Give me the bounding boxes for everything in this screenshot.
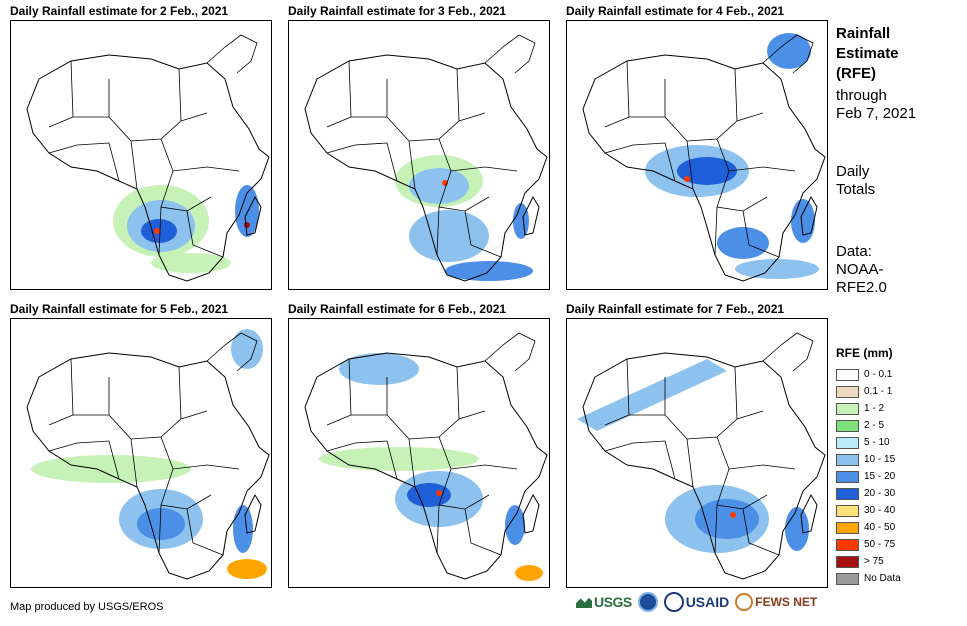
legend-swatch bbox=[836, 453, 859, 466]
legend-label: 15 - 20 bbox=[864, 471, 896, 482]
legend-label: 30 - 40 bbox=[864, 505, 896, 516]
legend-swatch bbox=[836, 538, 859, 551]
legend-item: 2 - 5 bbox=[836, 417, 901, 434]
rainfall-map bbox=[10, 318, 272, 588]
legend-label: No Data bbox=[864, 573, 901, 584]
legend-label: 40 - 50 bbox=[864, 522, 896, 533]
rainfall-map bbox=[566, 318, 828, 588]
legend-swatch bbox=[836, 368, 859, 381]
usgs-mark-icon bbox=[576, 597, 592, 608]
panel-title: Daily Rainfall estimate for 2 Feb., 2021 bbox=[10, 4, 229, 18]
legend-swatch bbox=[836, 402, 859, 415]
legend-label: 0 - 0.1 bbox=[864, 369, 893, 380]
legend-label: 0.1 - 1 bbox=[864, 386, 893, 397]
legend-label: 2 - 5 bbox=[864, 420, 885, 431]
usaid-logo: USAID bbox=[663, 592, 729, 612]
usgs-logo: USGS bbox=[576, 594, 632, 610]
totals-label: Daily Totals bbox=[836, 163, 876, 198]
panel-title: Daily Rainfall estimate for 3 Feb., 2021 bbox=[288, 4, 507, 18]
legend-item: 15 - 20 bbox=[836, 468, 901, 485]
panel-title: Daily Rainfall estimate for 6 Feb., 2021 bbox=[288, 302, 507, 316]
legend-label: 1 - 2 bbox=[864, 403, 885, 414]
legend-title: RFE (mm) bbox=[836, 346, 893, 360]
rainfall-map bbox=[10, 20, 272, 290]
legend-swatch bbox=[836, 504, 859, 517]
legend-item: 0 - 0.1 bbox=[836, 366, 901, 383]
data-source: Data: NOAA- RFE2.0 bbox=[836, 243, 887, 296]
legend-item: 10 - 15 bbox=[836, 451, 901, 468]
legend-item: > 75 bbox=[836, 553, 901, 570]
rfe-legend: RFE (mm) 0 - 0.1 0.1 - 1 1 - 2 2 - 5 5 - 10 1… bbox=[836, 346, 901, 587]
legend-swatch bbox=[836, 419, 859, 432]
legend-item: 0.1 - 1 bbox=[836, 383, 901, 400]
through-date: through Feb 7, 2021 bbox=[836, 87, 917, 122]
legend-label: 5 - 10 bbox=[864, 437, 890, 448]
legend-item: 5 - 10 bbox=[836, 434, 901, 451]
fews-net-logo: FEWS NET bbox=[735, 593, 817, 611]
rainfall-map bbox=[566, 20, 828, 290]
legend-item: 50 - 75 bbox=[836, 536, 901, 553]
legend-label: 10 - 15 bbox=[864, 454, 896, 465]
legend-item: 1 - 2 bbox=[836, 400, 901, 417]
legend-swatch bbox=[836, 436, 859, 449]
legend-swatch bbox=[836, 470, 859, 483]
map-credit: Map produced by USGS/EROS bbox=[10, 601, 164, 613]
panel-title: Daily Rainfall estimate for 5 Feb., 2021 bbox=[10, 302, 229, 316]
agency-logos: USGS USAID FEWS NET bbox=[576, 592, 817, 612]
legend-item: 30 - 40 bbox=[836, 502, 901, 519]
rainfall-map bbox=[288, 20, 550, 290]
legend-swatch bbox=[836, 521, 859, 534]
legend-label: > 75 bbox=[864, 556, 884, 567]
usaid-seal-icon bbox=[663, 592, 684, 612]
panel-title: Daily Rainfall estimate for 4 Feb., 2021 bbox=[566, 4, 785, 18]
legend-swatch bbox=[836, 572, 859, 585]
legend-label: 50 - 75 bbox=[864, 539, 896, 550]
legend-item: 40 - 50 bbox=[836, 519, 901, 536]
legend-swatch bbox=[836, 385, 859, 398]
legend-label: 20 - 30 bbox=[864, 488, 896, 499]
legend-swatch bbox=[836, 487, 859, 500]
legend-swatch bbox=[836, 555, 859, 568]
panel-title: Daily Rainfall estimate for 7 Feb., 2021 bbox=[566, 302, 785, 316]
legend-item: No Data bbox=[836, 570, 901, 587]
fews-mark-icon bbox=[735, 593, 754, 611]
rainfall-map bbox=[288, 318, 550, 588]
product-title: Rainfall Estimate (RFE) bbox=[836, 25, 899, 82]
legend-item: 20 - 30 bbox=[836, 485, 901, 502]
noaa-logo-icon bbox=[637, 592, 658, 612]
